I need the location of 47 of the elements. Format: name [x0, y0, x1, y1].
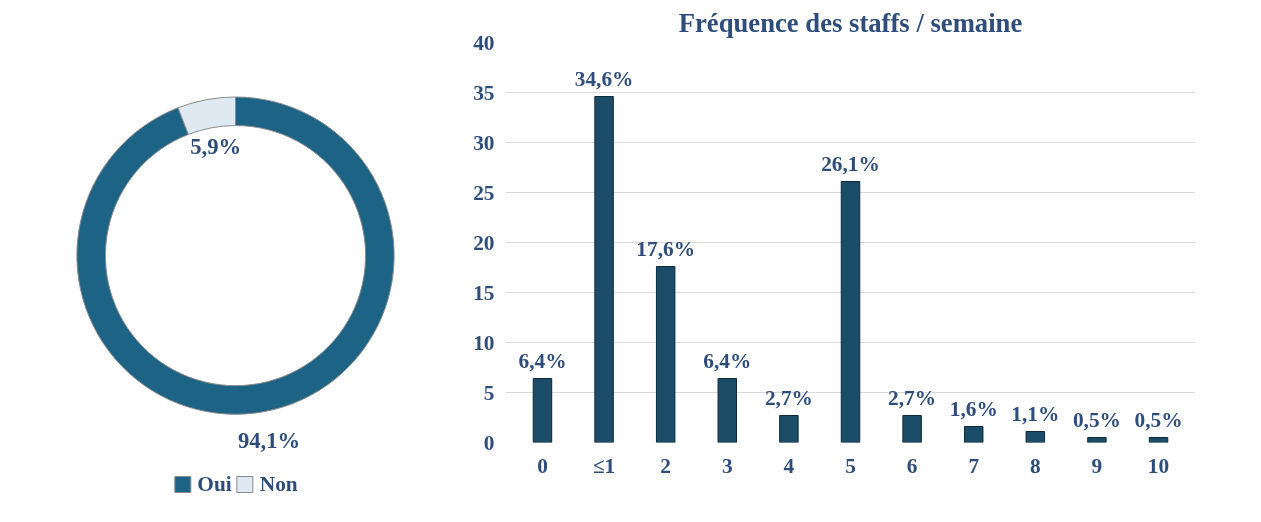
bar: [717, 378, 738, 443]
data-label: 2,7%: [764, 385, 813, 410]
y-tick-label: 10: [473, 330, 495, 355]
y-tick-label: 0: [483, 430, 495, 455]
legend-label: Oui: [197, 471, 232, 497]
x-tick-label: 6: [906, 453, 918, 478]
data-label: 6,4%: [703, 348, 752, 373]
bar: [902, 415, 922, 443]
y-tick-label: 5: [483, 380, 495, 405]
x-tick-label: 5: [845, 453, 856, 478]
data-label: 34,6%: [574, 66, 634, 91]
data-label: 1,6%: [949, 396, 998, 421]
y-tick-label: 40: [473, 30, 495, 55]
data-label: 1,1%: [1011, 401, 1060, 426]
bar: [963, 426, 984, 443]
y-tick-label: 35: [473, 80, 495, 105]
data-label: 6,4%: [518, 348, 567, 373]
data-label: 0,5%: [1134, 407, 1183, 432]
chart-title: Fréquence des staffs / semaine: [678, 7, 1023, 38]
bar: [1025, 431, 1046, 443]
bar: [1148, 437, 1169, 443]
y-tick-label: 15: [473, 280, 495, 305]
x-tick-label: 3: [721, 453, 733, 478]
x-tick-label: 10: [1147, 453, 1170, 478]
data-label: 0,5%: [1072, 407, 1121, 432]
data-label: 17,6%: [636, 236, 696, 261]
data-label: 2,7%: [888, 385, 937, 410]
y-tick-label: 20: [473, 230, 495, 255]
y-tick-label: 25: [473, 180, 495, 205]
bar: [655, 266, 676, 443]
x-tick-label: 0: [537, 453, 548, 478]
x-tick-label: 4: [783, 453, 795, 478]
y-tick-label: 30: [473, 130, 495, 155]
data-label: 94,1%: [237, 428, 301, 454]
data-label: 26,1%: [821, 151, 880, 176]
bar: [532, 378, 553, 443]
x-tick-label: 7: [968, 453, 980, 478]
x-tick-label: 2: [660, 453, 672, 478]
x-tick-label: 8: [1029, 453, 1041, 478]
x-tick-label: 9: [1091, 453, 1103, 478]
data-label: 5,9%: [190, 133, 242, 159]
bar: [779, 415, 799, 443]
bar: [594, 96, 614, 443]
x-tick-label: ≤1: [592, 453, 616, 478]
bar: [840, 181, 861, 443]
legend-label: Non: [259, 471, 298, 497]
bar: [1087, 437, 1107, 443]
